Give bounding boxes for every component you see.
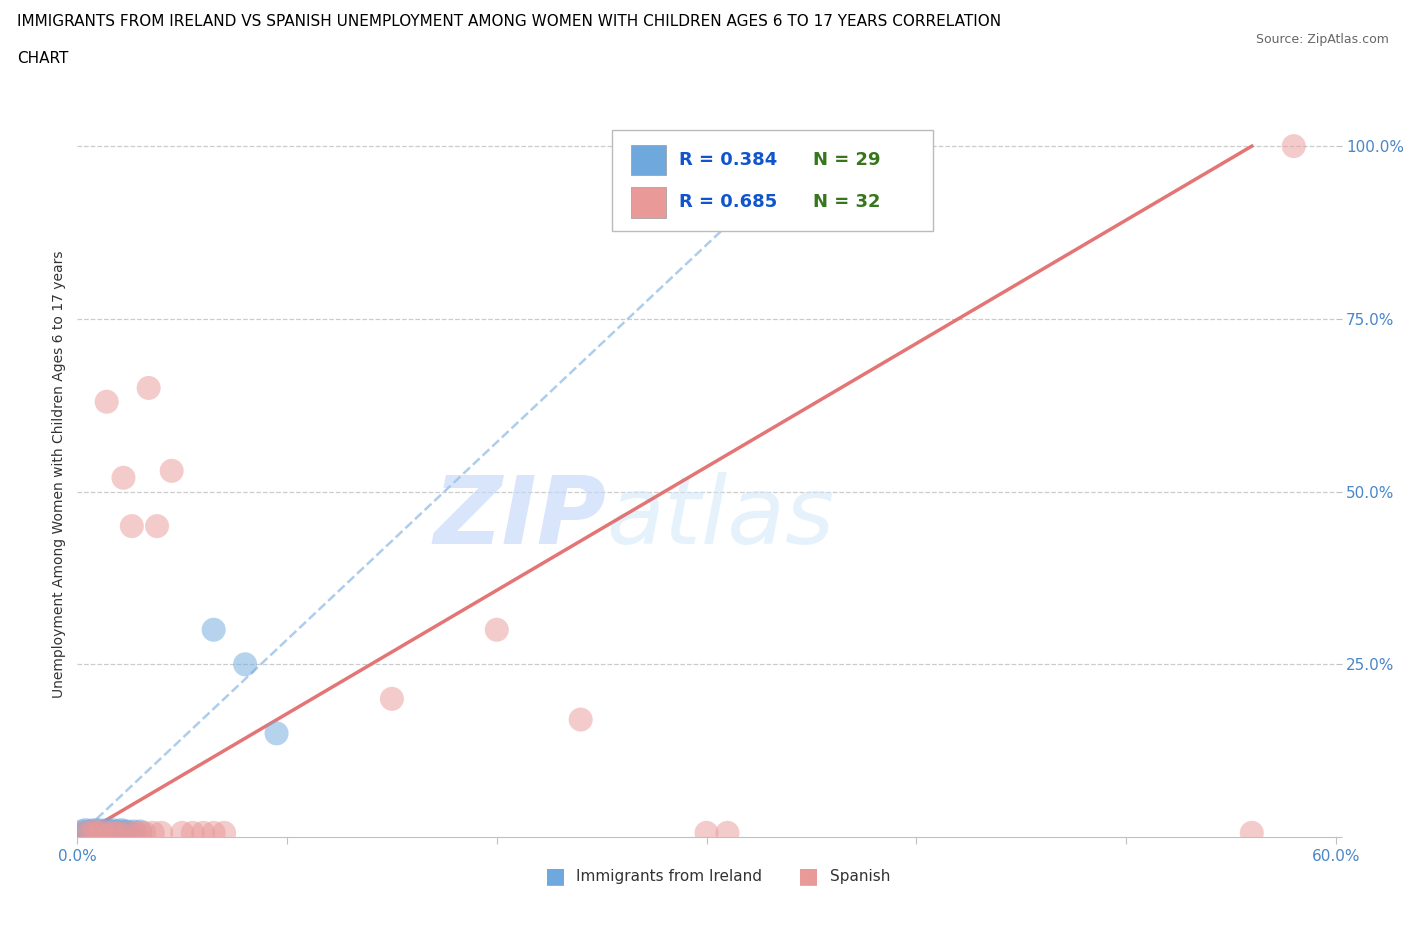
Point [202, 622, 225, 637]
Point [72, 826, 94, 841]
Y-axis label: Unemployment Among Women with Children Ages 6 to 17 years: Unemployment Among Women with Children A… [52, 250, 66, 698]
Point [91, 824, 114, 839]
Text: CHART: CHART [17, 51, 69, 66]
Point [112, 824, 135, 839]
Text: N = 32: N = 32 [814, 193, 882, 211]
Point [485, 622, 508, 637]
Point [112, 471, 135, 485]
Point [96, 823, 118, 838]
Point [76, 824, 98, 839]
Point [202, 826, 225, 841]
Point [70, 824, 93, 839]
Point [100, 824, 122, 839]
Point [83, 823, 105, 838]
Point [87, 826, 110, 841]
Point [83, 824, 105, 839]
Text: Source: ZipAtlas.com: Source: ZipAtlas.com [1256, 33, 1389, 46]
Point [105, 824, 128, 839]
Point [125, 826, 148, 841]
Point [104, 826, 127, 841]
Text: ZIP: ZIP [433, 472, 606, 564]
Point [89, 824, 111, 839]
Point [79, 826, 101, 841]
Point [160, 463, 183, 478]
Point [696, 826, 718, 841]
Text: Immigrants from Ireland: Immigrants from Ireland [576, 869, 762, 883]
Point [716, 826, 738, 841]
Text: atlas: atlas [606, 472, 834, 564]
Point [101, 823, 124, 838]
Point [150, 826, 173, 841]
Point [84, 826, 107, 841]
Point [118, 826, 141, 841]
Point [146, 519, 169, 534]
Point [266, 726, 288, 741]
Point [129, 824, 152, 839]
Point [87, 823, 110, 838]
Point [212, 826, 235, 841]
Text: ■: ■ [799, 866, 818, 886]
Point [191, 826, 215, 841]
Point [129, 826, 152, 841]
Text: IMMIGRANTS FROM IRELAND VS SPANISH UNEMPLOYMENT AMONG WOMEN WITH CHILDREN AGES 6: IMMIGRANTS FROM IRELAND VS SPANISH UNEMP… [17, 14, 1001, 29]
Point [233, 657, 256, 671]
Text: R = 0.384: R = 0.384 [679, 152, 778, 169]
FancyBboxPatch shape [612, 130, 934, 232]
Point [122, 824, 145, 839]
Point [121, 519, 143, 534]
Point [1240, 826, 1263, 841]
Point [134, 826, 156, 841]
Point [79, 826, 101, 841]
Point [138, 380, 160, 395]
Point [93, 824, 115, 839]
Point [108, 826, 131, 841]
Point [117, 826, 139, 841]
Point [110, 823, 132, 838]
Point [96, 394, 118, 409]
Point [114, 826, 136, 841]
Bar [631, 145, 666, 176]
Text: N = 29: N = 29 [814, 152, 882, 169]
Bar [631, 187, 666, 218]
Point [97, 826, 120, 841]
Text: R = 0.685: R = 0.685 [679, 193, 778, 211]
Point [381, 691, 404, 706]
Point [72, 826, 94, 841]
Point [108, 826, 131, 841]
Point [1282, 139, 1305, 153]
Text: ■: ■ [546, 866, 565, 886]
Point [75, 823, 97, 838]
Point [117, 824, 139, 839]
Point [142, 826, 165, 841]
Point [569, 712, 592, 727]
Point [181, 826, 204, 841]
Point [100, 826, 122, 841]
Point [172, 826, 194, 841]
Point [104, 826, 127, 841]
Point [91, 826, 114, 841]
Text: Spanish: Spanish [830, 869, 890, 883]
Point [80, 824, 103, 839]
